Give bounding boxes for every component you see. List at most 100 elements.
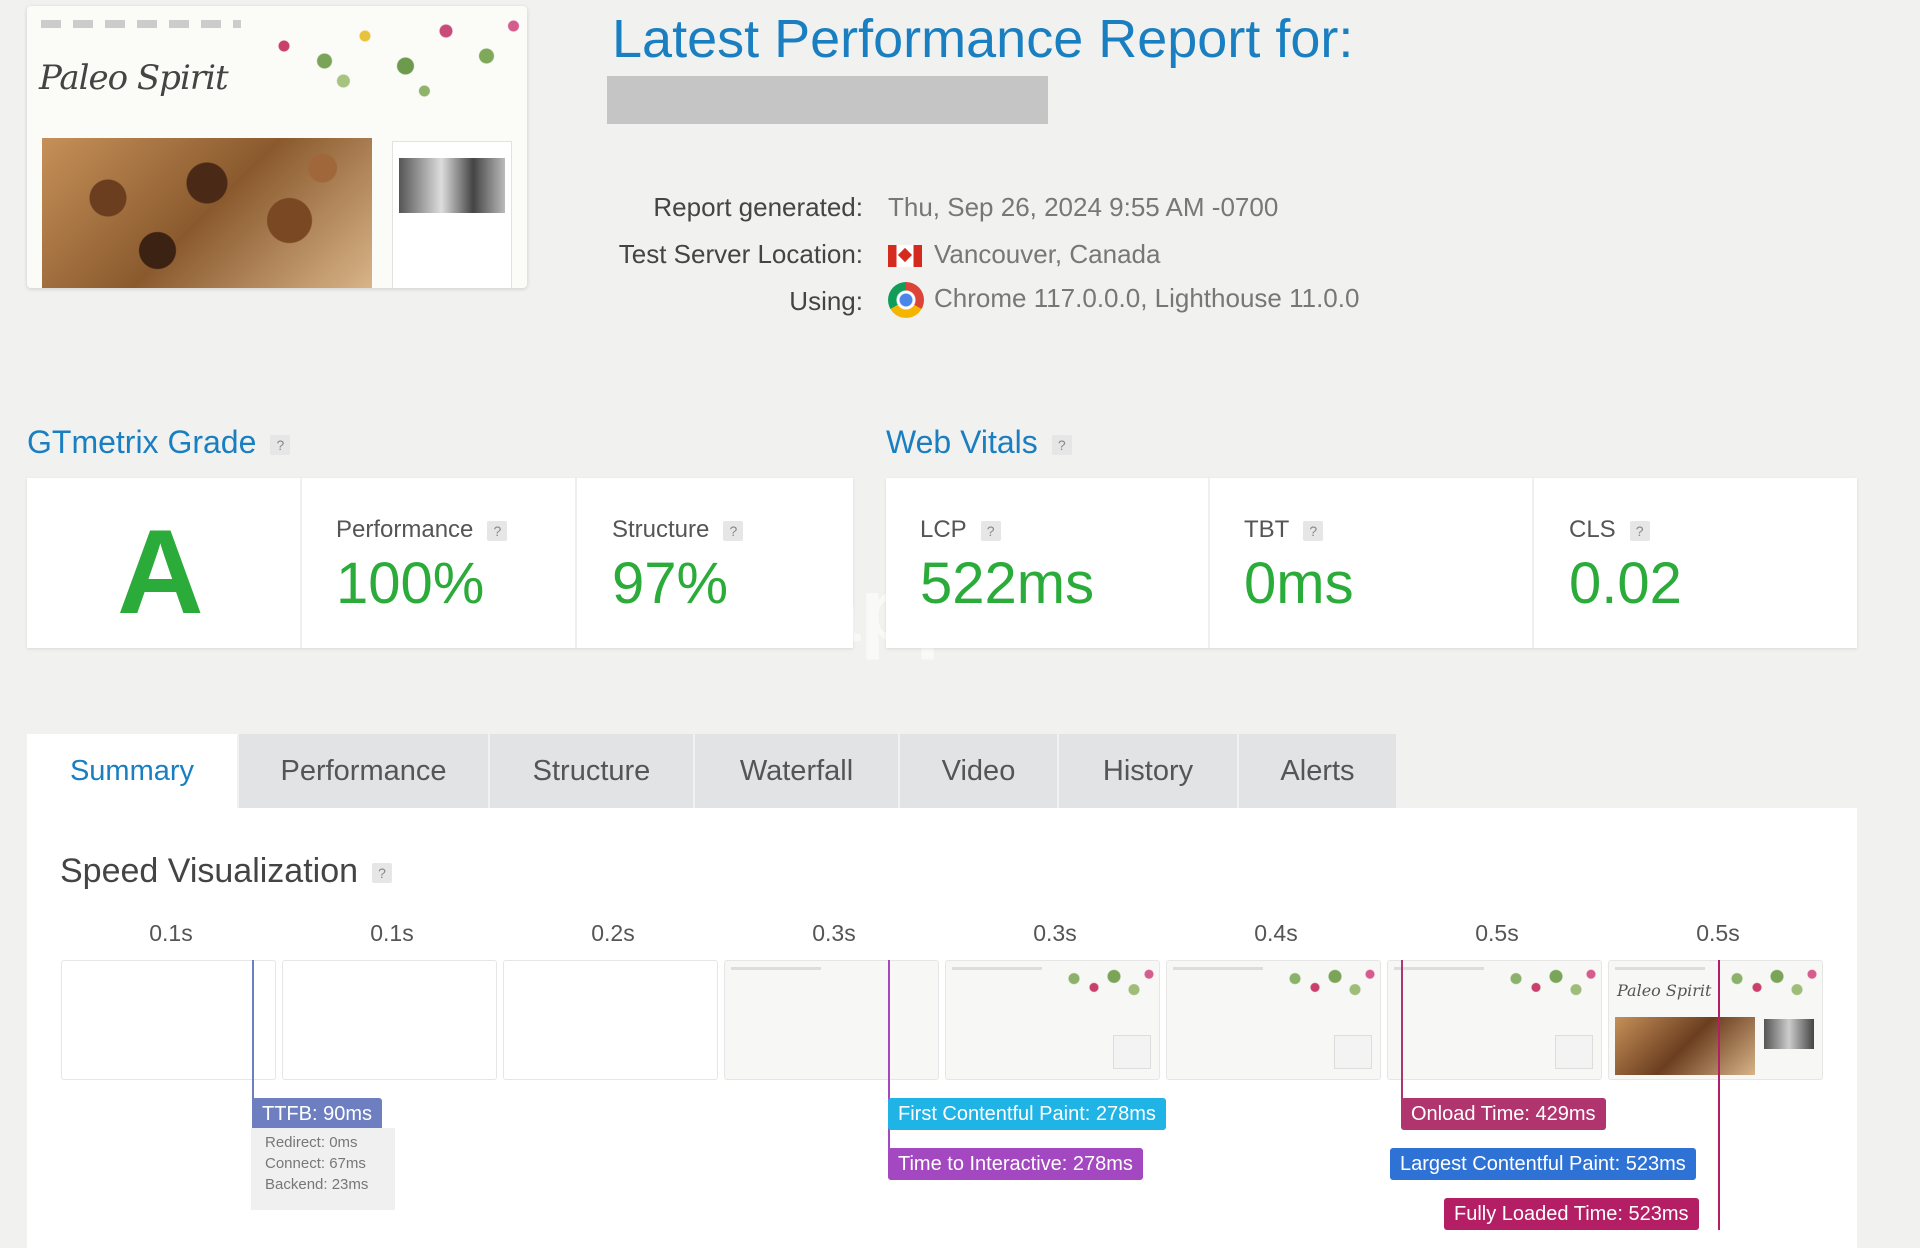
timeline-tick: 0.5s — [1696, 920, 1740, 946]
onload-line — [1401, 960, 1403, 1122]
lcp-marker: Largest Contentful Paint: 523ms — [1390, 1148, 1696, 1180]
ttfb-line — [252, 960, 254, 1210]
using-value: Chrome 117.0.0.0, Lighthouse 11.0.0 — [934, 282, 1360, 313]
ttfb-redirect: Redirect: 0ms — [265, 1134, 358, 1151]
help-icon[interactable]: ? — [723, 520, 744, 541]
grade-cell: A — [27, 478, 302, 648]
frame-sidebar — [1334, 1035, 1372, 1069]
web-vitals-card: LCP? 522ms TBT? 0ms CLS? 0.02 — [886, 478, 1857, 648]
help-icon[interactable]: ? — [1303, 520, 1324, 541]
tti-marker: Time to Interactive: 278ms — [888, 1148, 1143, 1180]
lcp-value: 522ms — [920, 551, 1095, 616]
thumbnail-logo: Paleo Spirit — [39, 58, 229, 98]
cls-value: 0.02 — [1569, 551, 1682, 616]
filmstrip-frame[interactable] — [503, 960, 718, 1080]
gtmetrix-grade-heading: GTmetrix Grade? — [27, 424, 291, 461]
filmstrip-frame[interactable] — [1387, 960, 1602, 1080]
canada-flag-icon — [888, 245, 922, 268]
report-generated-value: Thu, Sep 26, 2024 9:55 AM -0700 — [888, 192, 1279, 222]
speed-visualization-heading-text: Speed Visualization — [60, 852, 359, 890]
using: Chrome 117.0.0.0, Lighthouse 11.0.0 — [888, 282, 1359, 318]
performance-value: 100% — [336, 551, 485, 616]
help-icon[interactable]: ? — [980, 520, 1001, 541]
frame-floral — [1722, 961, 1822, 1005]
timeline-tick: 0.3s — [812, 920, 856, 946]
frame-logo: Paleo Spirit — [1617, 981, 1712, 1000]
onload-marker: Onload Time: 429ms — [1401, 1098, 1606, 1130]
thumbnail-food-image — [42, 138, 372, 288]
thumbnail-portrait — [399, 158, 505, 213]
ttfb-breakdown: Redirect: 0ms Connect: 67ms Backend: 23m… — [251, 1128, 395, 1210]
tab-history[interactable]: History — [1059, 734, 1237, 808]
cls-label: CLS? — [1569, 516, 1650, 544]
performance-label-text: Performance — [336, 516, 474, 543]
report-generated-label: Report generated: — [653, 192, 863, 222]
frame-floral — [1059, 961, 1159, 1005]
fcp-line — [888, 960, 890, 1176]
server-location: Vancouver, Canada — [888, 239, 1160, 270]
server-location-value: Vancouver, Canada — [934, 239, 1161, 269]
cls-label-text: CLS — [1569, 516, 1616, 543]
tbt-cell: TBT? 0ms — [1210, 478, 1534, 648]
frame-food-image — [1615, 1017, 1755, 1075]
filmstrip-frame[interactable] — [282, 960, 497, 1080]
timeline-tick: 0.3s — [1033, 920, 1077, 946]
timeline-tick: 0.5s — [1475, 920, 1519, 946]
help-icon[interactable]: ? — [487, 520, 508, 541]
frame-sidebar — [1113, 1035, 1151, 1069]
gtmetrix-grade-heading-text: GTmetrix Grade — [27, 424, 257, 460]
web-vitals-heading: Web Vitals? — [886, 424, 1072, 461]
fully-loaded-line — [1718, 960, 1720, 1230]
using-label: Using: — [789, 286, 863, 316]
lcp-label-text: LCP — [920, 516, 967, 543]
structure-label-text: Structure — [612, 516, 710, 543]
chrome-icon — [888, 282, 924, 318]
tab-alerts[interactable]: Alerts — [1239, 734, 1396, 808]
tbt-value: 0ms — [1244, 551, 1354, 616]
frame-floral — [1501, 961, 1601, 1005]
frame-nav — [1173, 967, 1263, 970]
thumbnail-nav — [41, 20, 241, 28]
filmstrip-frame[interactable] — [1166, 960, 1381, 1080]
ttfb-connect: Connect: 67ms — [265, 1155, 366, 1172]
tab-performance[interactable]: Performance — [239, 734, 488, 808]
ttfb-backend: Backend: 23ms — [265, 1176, 369, 1193]
tab-structure[interactable]: Structure — [490, 734, 693, 808]
server-location-label: Test Server Location: — [618, 239, 863, 269]
site-screenshot-thumbnail: Paleo Spirit — [27, 6, 527, 288]
frame-nav — [1394, 967, 1484, 970]
performance-cell: Performance? 100% — [302, 478, 577, 648]
filmstrip-frame[interactable] — [945, 960, 1160, 1080]
lcp-cell: LCP? 522ms — [886, 478, 1210, 648]
structure-value: 97% — [612, 551, 729, 616]
lcp-label: LCP? — [920, 516, 1001, 544]
speed-visualization-heading: Speed Visualization? — [60, 852, 393, 891]
frame-nav — [731, 967, 821, 970]
help-icon[interactable]: ? — [1051, 434, 1072, 455]
filmstrip-frame[interactable]: Paleo Spirit — [1608, 960, 1823, 1080]
tbt-label: TBT? — [1244, 516, 1324, 544]
thumbnail-floral-image — [257, 6, 527, 106]
thumbnail-sidebar — [392, 141, 512, 288]
help-icon[interactable]: ? — [1629, 520, 1650, 541]
gtmetrix-grade-card: A Performance? 100% Structure? 97% — [27, 478, 853, 648]
structure-cell: Structure? 97% — [578, 478, 853, 648]
performance-label: Performance? — [336, 516, 508, 544]
ttfb-marker: TTFB: 90ms — [252, 1098, 383, 1130]
timeline-tick: 0.1s — [149, 920, 193, 946]
page-title: Latest Performance Report for: — [612, 9, 1354, 69]
cls-cell: CLS? 0.02 — [1535, 478, 1857, 648]
frame-sidebar — [1555, 1035, 1593, 1069]
fully-loaded-marker: Fully Loaded Time: 523ms — [1444, 1198, 1699, 1230]
filmstrip-frame[interactable] — [61, 960, 276, 1080]
tbt-label-text: TBT — [1244, 516, 1290, 543]
tab-video[interactable]: Video — [900, 734, 1057, 808]
help-icon[interactable]: ? — [372, 863, 393, 884]
filmstrip-frame[interactable] — [724, 960, 939, 1080]
frame-portrait — [1764, 1019, 1814, 1049]
fcp-marker: First Contentful Paint: 278ms — [888, 1098, 1166, 1130]
tab-summary[interactable]: Summary — [27, 734, 237, 808]
timeline-tick: 0.2s — [591, 920, 635, 946]
tab-waterfall[interactable]: Waterfall — [695, 734, 898, 808]
help-icon[interactable]: ? — [270, 434, 291, 455]
